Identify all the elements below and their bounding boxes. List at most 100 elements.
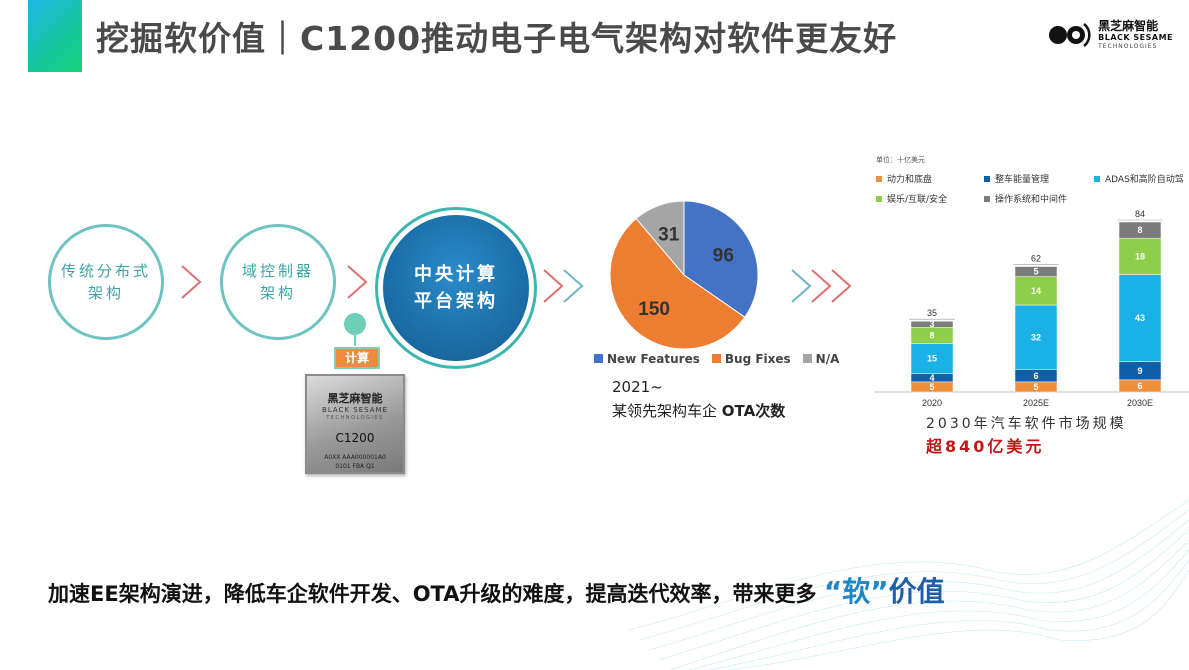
bar-legend: 动力和底盘 整车能量管理 ADAS和高阶自动驾娱乐/互联/安全 操作系统和中间件 (876, 172, 1189, 212)
ota-caption: 某领先架构车企 OTA次数 (612, 400, 785, 421)
legend-label: 动力和底盘 (887, 175, 933, 185)
stage-distributed-line2: 架构 (87, 284, 124, 302)
double-chevron-right-icon (543, 269, 584, 303)
logo-icon (1049, 23, 1091, 47)
chip-model: C1200 (335, 431, 375, 445)
bar-legend-row: 动力和底盘 整车能量管理 ADAS和高阶自动驾 (876, 172, 1189, 185)
quote-word: 软 (842, 575, 871, 608)
bar-segment-label: 3 (929, 319, 934, 329)
stage-distributed-line1: 传统分布式 (60, 262, 151, 280)
stage-central-circle: 中央计算 平台架构 (383, 215, 529, 361)
bar-segment-label: 6 (1137, 381, 1142, 391)
legend-swatch (802, 354, 812, 363)
chip-brand-cn: 黑芝麻智能 (327, 392, 383, 405)
legend-label: New Features (607, 352, 700, 366)
chip-brand-en: BLACK SESAME (322, 406, 388, 414)
stage-central-line1: 中央计算 (414, 264, 498, 285)
ota-caption-text: 某领先架构车企 (612, 402, 722, 420)
bar-total-label: 84 (1135, 209, 1145, 219)
chip-line1: A0XX AAA000001A0 (324, 454, 386, 461)
location-pin-icon (344, 313, 366, 346)
stage-domain-circle: 域控制器 架构 (220, 224, 336, 340)
chip-line2: 0101 FBA Q1 (335, 463, 375, 470)
pie-slice-n-a (635, 200, 685, 277)
chip-brand-en2: TECHNOLOGIES (326, 415, 384, 421)
bar-segment-label: 4 (929, 373, 934, 383)
bar-segment (1014, 304, 1058, 370)
decorative-wave (629, 499, 1189, 670)
bar-total-label: 35 (927, 308, 937, 318)
legend-label: 整车能量管理 (995, 175, 1050, 185)
pie-slice-new-features (683, 200, 759, 318)
legend-label: 操作系统和中间件 (995, 195, 1068, 205)
legend-swatch (1094, 175, 1100, 182)
pie-slice-bug-fixes (609, 217, 746, 350)
legend-swatch (984, 195, 990, 202)
bar-segment-label: 5 (929, 382, 934, 392)
chevron-right-icon (181, 265, 202, 299)
bar-segment-label: 43 (1135, 313, 1145, 323)
bar-segment (1014, 266, 1058, 277)
bar-segment-label: 6 (1033, 371, 1038, 381)
x-tick-label: 2030E (1127, 398, 1153, 408)
bottom-text: 加速EE架构演进，降低车企软件开发、OTA升级的难度，提高迭代效率，带来更多 (48, 582, 817, 606)
bar-segment-label: 15 (927, 354, 937, 364)
stage-distributed-circle: 传统分布式 架构 (48, 224, 164, 340)
bar-segment-label: 14 (1031, 286, 1041, 296)
bar-legend-row: 娱乐/互联/安全 操作系统和中间件 (876, 192, 1189, 205)
bar-segment-label: 9 (1137, 366, 1142, 376)
ota-caption-year: 2021~ (612, 378, 663, 396)
bar-segment-label: 8 (1137, 225, 1142, 235)
market-caption-line2: 超840亿美元 (926, 437, 1045, 456)
pie-legend-item: New Features (594, 352, 700, 366)
legend-swatch (594, 354, 603, 363)
bottom-statement: 加速EE架构演进，降低车企软件开发、OTA升级的难度，提高迭代效率，带来更多 “… (48, 570, 945, 610)
bar-segment (1118, 221, 1162, 239)
bar-unit-label: 单位：十亿美元 (876, 156, 925, 164)
x-tick-label: 2020 (922, 398, 942, 408)
stage-central-line2: 平台架构 (414, 291, 498, 312)
bar-segment (1118, 237, 1162, 275)
legend-label: N/A (815, 352, 840, 366)
pie-data-label: 96 (713, 245, 734, 266)
page-title: 挖掘软价值｜C1200推动电子电气架构对软件更友好 (96, 19, 898, 58)
legend-label: ADAS和高阶自动驾 (1105, 175, 1184, 185)
legend-label: 娱乐/互联/安全 (887, 195, 948, 205)
market-caption-line1: 2030年汽车软件市场规模 (926, 416, 1127, 432)
bar-legend-item: 动力和底盘 (876, 172, 984, 185)
bar-segment-label: 5 (1033, 382, 1038, 392)
logo-text-cn: 黑芝麻智能 (1098, 18, 1159, 33)
quote-open: “ (823, 575, 843, 608)
brand-logo: 黑芝麻智能 BLACK SESAME TECHNOLOGIES (1048, 18, 1173, 52)
bar-total-label: 62 (1031, 254, 1041, 264)
bar-segment (1014, 276, 1058, 306)
legend-swatch (711, 354, 721, 363)
chevron-right-icon (347, 265, 368, 299)
ota-caption-bold: OTA次数 (721, 402, 786, 420)
bar-segment-label: 32 (1031, 332, 1041, 342)
stage-domain-line2: 架构 (259, 284, 296, 302)
bar-legend-item: 操作系统和中间件 (984, 192, 1094, 205)
logo-text-en2: TECHNOLOGIES (1098, 42, 1158, 50)
bar-legend-item: 整车能量管理 (984, 172, 1094, 185)
legend-swatch (876, 195, 882, 202)
bar-segment-label: 18 (1135, 251, 1145, 261)
pie-data-label: 31 (658, 224, 680, 245)
calc-badge: 计算 (334, 347, 380, 369)
chip-image: 黑芝麻智能 BLACK SESAME TECHNOLOGIES C1200 A0… (305, 374, 405, 474)
pie-legend: New Features Bug Fixes N/A (594, 352, 839, 366)
pie-legend-item: Bug Fixes (711, 352, 791, 366)
legend-swatch (984, 175, 990, 182)
stage-domain-line1: 域控制器 (241, 262, 314, 280)
bar-legend-item: 娱乐/互联/安全 (876, 192, 984, 205)
triple-chevron-right-icon (791, 269, 852, 303)
quote-close: ” (870, 575, 889, 608)
bar-segment (910, 320, 954, 328)
ota-pie-chart: 96 150 31 (609, 200, 759, 350)
bar-segment (910, 343, 954, 375)
bar-segment-label: 5 (1033, 267, 1038, 277)
pie-legend-item: N/A (802, 352, 840, 366)
value-word: 价值 (888, 575, 945, 608)
logo-text-en: BLACK SESAME (1098, 32, 1173, 42)
